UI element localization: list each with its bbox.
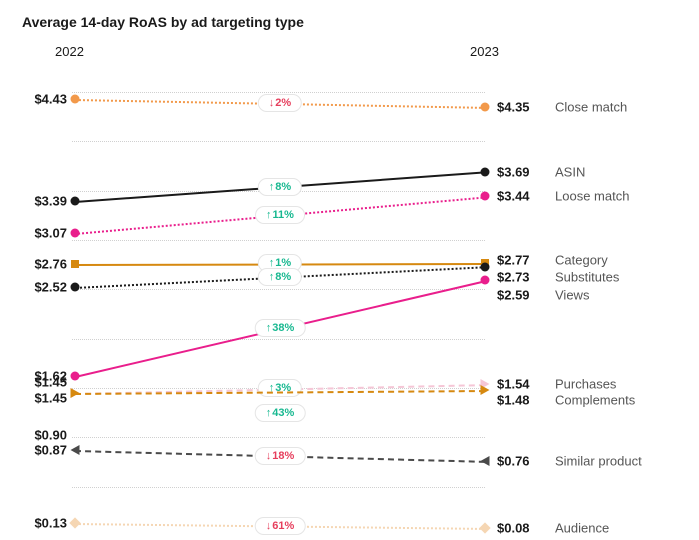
chart-title: Average 14-day RoAS by ad targeting type — [22, 14, 304, 30]
value-left: $2.52 — [34, 280, 67, 295]
series-marker — [69, 517, 80, 528]
change-value: 8% — [275, 271, 291, 283]
series-label: Loose match — [555, 189, 629, 204]
series-label: ASIN — [555, 164, 585, 179]
value-right: $3.69 — [497, 164, 530, 179]
value-right: $2.59 — [497, 288, 530, 303]
value-right: $0.76 — [497, 453, 530, 468]
arrow-down-icon: ↓ — [266, 520, 272, 532]
series-marker — [71, 260, 79, 268]
change-badge: ↑11% — [255, 206, 305, 224]
series-marker — [71, 445, 80, 455]
series-marker — [479, 522, 490, 533]
arrow-up-icon: ↑ — [266, 209, 272, 221]
gridline — [72, 437, 485, 438]
change-badge: ↓18% — [255, 447, 306, 465]
change-value: 2% — [275, 97, 291, 109]
value-right: $4.35 — [497, 99, 530, 114]
arrow-down-icon: ↓ — [266, 450, 272, 462]
slope-chart: $4.43$4.35Close match↓2%$3.39$3.69ASIN↑8… — [0, 56, 699, 540]
series-label: Close match — [555, 99, 627, 114]
change-value: 8% — [275, 181, 291, 193]
series-marker — [481, 102, 490, 111]
value-right: $2.73 — [497, 270, 530, 285]
gridline — [72, 92, 485, 93]
series-marker — [481, 192, 490, 201]
gridline — [72, 487, 485, 488]
value-left: $0.87 — [34, 443, 67, 458]
change-badge: ↓61% — [255, 517, 306, 535]
series-label: Substitutes — [555, 270, 619, 285]
arrow-up-icon: ↑ — [266, 407, 272, 419]
series-label: Purchases — [555, 377, 616, 392]
change-badge: ↑3% — [258, 379, 302, 397]
change-value: 38% — [272, 322, 294, 334]
series-marker — [71, 283, 80, 292]
series-label: Audience — [555, 521, 609, 536]
gridline — [72, 240, 485, 241]
series-label: Views — [555, 288, 589, 303]
change-badge: ↑8% — [258, 268, 302, 286]
value-left: $4.43 — [34, 91, 67, 106]
series-marker — [71, 372, 80, 381]
gridline — [72, 289, 485, 290]
change-badge: ↑8% — [258, 178, 302, 196]
value-left: $1.45 — [34, 390, 67, 405]
arrow-up-icon: ↑ — [269, 181, 275, 193]
arrow-down-icon: ↓ — [269, 97, 275, 109]
value-left: $2.76 — [34, 256, 67, 271]
series-label: Category — [555, 252, 608, 267]
series-marker — [71, 197, 80, 206]
value-right: $3.44 — [497, 189, 530, 204]
arrow-up-icon: ↑ — [269, 271, 275, 283]
value-left: $3.39 — [34, 194, 67, 209]
value-left: $1.45 — [34, 375, 67, 390]
gridline — [72, 339, 485, 340]
change-badge: ↑38% — [255, 319, 306, 337]
arrow-up-icon: ↑ — [266, 322, 272, 334]
value-left: $3.07 — [34, 226, 67, 241]
change-value: 18% — [272, 450, 294, 462]
series-marker — [481, 456, 490, 466]
series-marker — [71, 229, 80, 238]
gridline — [72, 141, 485, 142]
value-left-extra: $0.90 — [34, 428, 67, 443]
value-right: $1.54 — [497, 377, 530, 392]
series-marker — [481, 167, 490, 176]
value-right: $2.77 — [497, 252, 530, 267]
series-marker — [481, 385, 490, 395]
change-badge: ↓2% — [258, 94, 302, 112]
change-value: 11% — [273, 209, 294, 221]
series-label: Complements — [555, 392, 635, 407]
series-marker — [71, 94, 80, 103]
series-marker — [481, 262, 490, 271]
change-value: 43% — [272, 407, 294, 419]
series-marker — [481, 276, 490, 285]
change-badge: ↑43% — [255, 404, 306, 422]
value-left: $0.13 — [34, 516, 67, 531]
series-marker — [71, 388, 80, 398]
value-right: $0.08 — [497, 521, 530, 536]
value-right: $1.48 — [497, 392, 530, 407]
change-value: 61% — [272, 520, 294, 532]
series-label: Similar product — [555, 453, 642, 468]
